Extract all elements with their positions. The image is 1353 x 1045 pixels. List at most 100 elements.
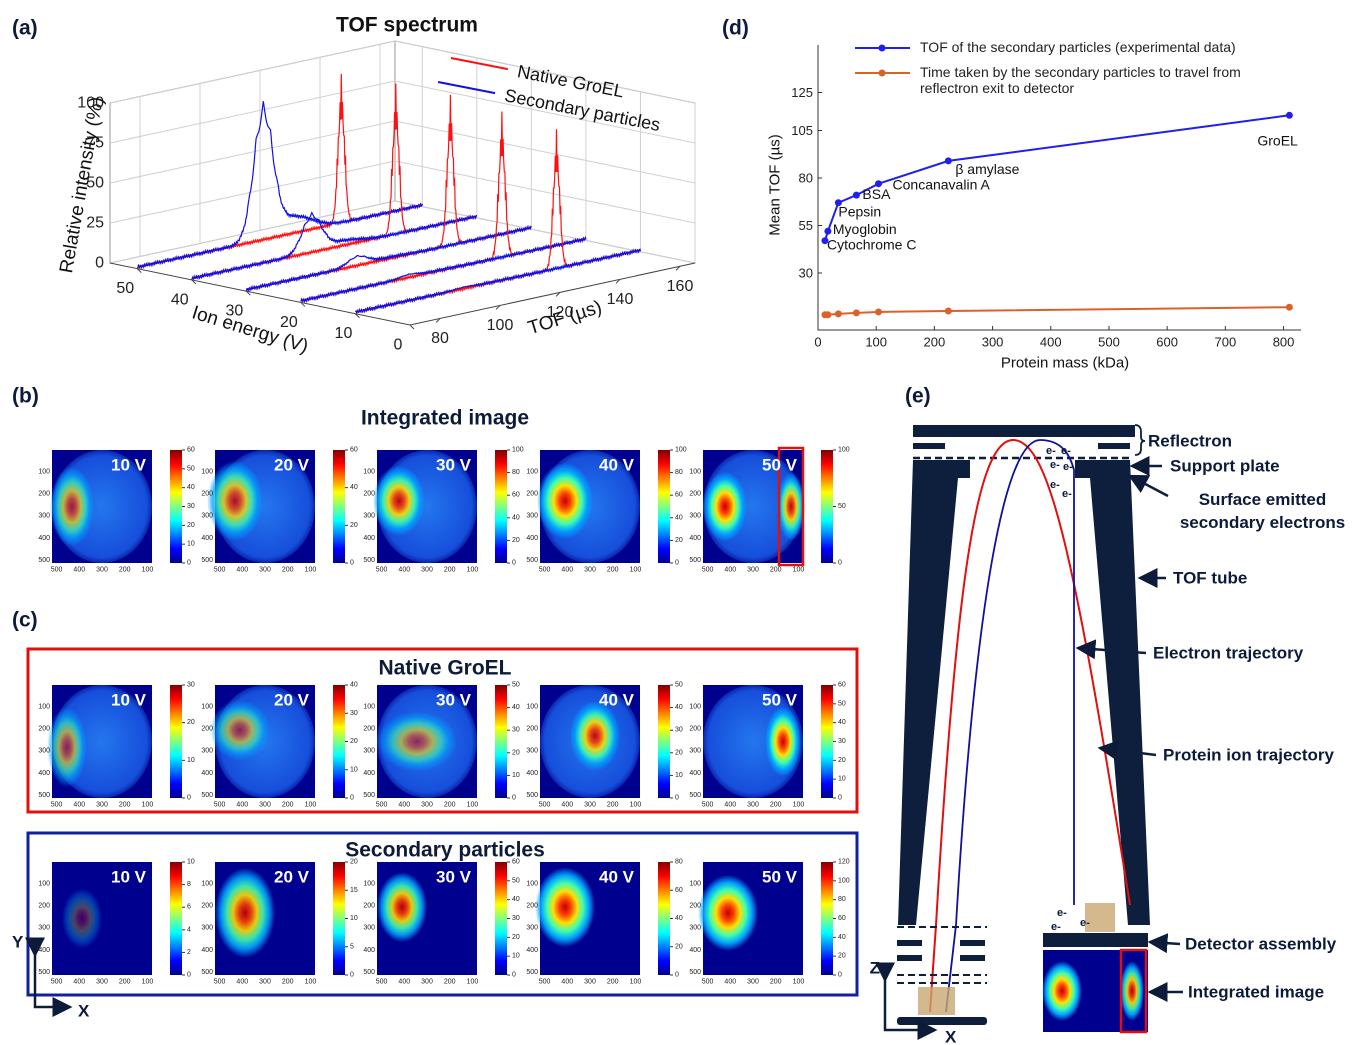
image-x-tick: 400 [724,567,736,574]
electron-label: e- [1080,917,1090,929]
voltage-label: 10 V [111,456,147,475]
image-y-tick: 300 [38,748,50,755]
axis-label: Y [12,933,24,952]
colorbar-tick-label: 100 [675,447,687,454]
colorbar [821,685,833,798]
image-y-tick: 300 [363,925,375,932]
colorbar-tick-label: 10 [512,772,520,779]
image-y-tick: 100 [526,469,538,476]
series-point [824,227,832,235]
image-x-tick: 200 [770,567,782,574]
image-x-tick: 400 [561,567,573,574]
reflectron-plate [913,425,1135,437]
diagram-label: Surface emitted secondary electrons [1179,490,1346,532]
colorbar-tick-label: 50 [838,503,846,510]
image-x-tick: 300 [259,567,271,574]
colorbar-tick-label: 0 [675,560,679,567]
image-x-tick: 200 [119,567,131,574]
image-y-tick: 200 [526,726,538,733]
reflectron-plate [913,443,945,449]
row-title: Secondary particles [345,839,545,862]
x-tick [435,318,441,323]
colorbar-tick-label: 40 [675,704,683,711]
colorbar [170,450,182,563]
x-tick-label: 600 [1156,335,1178,350]
image-y-tick: 100 [201,881,213,888]
image-hotspot [698,874,758,951]
point-label: Cytochrome C [827,237,916,253]
image-x-tick: 100 [793,979,805,986]
image-y-tick: 200 [689,491,701,498]
image-x-tick: 200 [282,979,294,986]
spectrum-trace [245,225,532,293]
z-tick-label: 30 [225,303,243,320]
image-x-tick: 500 [376,802,388,809]
x-tick [555,292,561,297]
legend-swatch-marker [878,44,886,52]
colorbar-tick-label: 0 [675,795,679,802]
z-tick-label: 50 [116,280,134,297]
x-tick-label: 500 [1098,335,1120,350]
colorbar-tick-label: 10 [675,772,683,779]
image-x-tick: 100 [305,567,317,574]
grid-line [109,160,696,224]
colorbar-tick-label: 30 [838,738,846,745]
image-y-tick: 500 [689,557,701,564]
colorbar-tick-label: 100 [512,447,524,454]
image-x-tick: 400 [398,802,410,809]
grid-line [109,40,696,104]
colorbar-tick-label: 0 [512,972,516,979]
image-x-tick: 500 [539,802,551,809]
image-y-tick: 300 [201,748,213,755]
row-title: Integrated image [361,407,529,430]
image-y-tick: 300 [689,748,701,755]
legend-swatch [437,81,496,95]
colorbar-tick-label: 40 [838,719,846,726]
image-y-tick: 100 [526,881,538,888]
image-y-tick: 400 [201,947,213,954]
colorbar [170,862,182,975]
image-x-tick: 500 [539,979,551,986]
colorbar-tick-label: 30 [187,682,195,689]
axis-label: Z [870,959,880,978]
image-x-tick: 500 [376,567,388,574]
y-tick-label: 0 [95,255,104,272]
colorbar-tick-label: 40 [512,704,520,711]
image-y-tick: 500 [363,969,375,976]
image-x-tick: 400 [73,979,85,986]
colorbar-tick-label: 10 [838,776,846,783]
electron-label: e- [1046,445,1056,457]
image-hotspot [373,465,425,536]
image-y-tick: 400 [201,535,213,542]
x-axis-title: Protein mass (kDa) [1001,355,1129,372]
colorbar-tick-label: 30 [675,727,683,734]
colorbar-tick-label: 15 [350,887,358,894]
image-y-tick: 200 [38,903,50,910]
spectrum-trace [300,235,587,303]
image-y-tick: 500 [363,557,375,564]
voltage-label: 40 V [599,868,635,887]
image-x-tick: 300 [584,567,596,574]
image-y-tick: 200 [526,491,538,498]
diagram-label: TOF tube [1173,569,1247,588]
colorbar-tick-label: 80 [675,469,683,476]
label-arrow [1127,474,1169,498]
x-tick-label: 80 [431,330,449,347]
image-y-tick: 300 [363,513,375,520]
colorbar [495,862,507,975]
highlight-box [777,446,805,567]
image-x-tick: 100 [630,567,642,574]
image-x-tick: 500 [51,567,63,574]
image-y-tick: 300 [526,748,538,755]
image-y-tick: 300 [363,748,375,755]
image-y-tick: 300 [689,925,701,932]
colorbar-tick-label: 80 [512,469,520,476]
colorbar-tick-label: 0 [838,560,842,567]
panel-label: (a) [12,17,38,40]
image-x-tick: 200 [119,802,131,809]
image-x-tick: 500 [376,979,388,986]
colorbar-tick-label: 10 [187,859,195,866]
image-x-tick: 100 [630,979,642,986]
label-arrow [1147,933,1181,954]
colorbar-tick-label: 80 [675,859,683,866]
